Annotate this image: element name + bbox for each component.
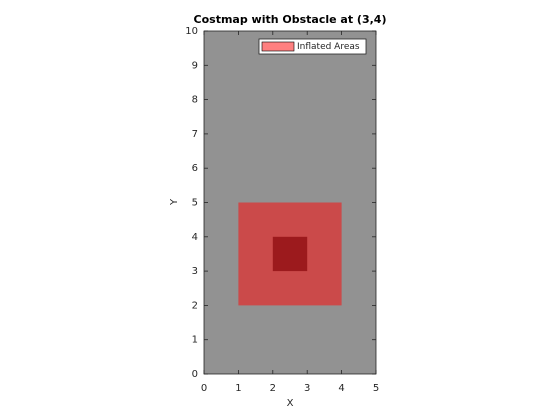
y-tick-label: 2 (192, 300, 198, 311)
y-tick-label: 10 (185, 26, 198, 37)
y-tick-label: 9 (192, 60, 198, 71)
cost-region (272, 236, 308, 272)
y-tick-label: 3 (192, 266, 198, 277)
chart-title: Costmap with Obstacle at (3,4) (194, 13, 387, 26)
legend-swatch (261, 41, 295, 52)
y-tick-label: 0 (192, 369, 198, 380)
x-tick-label: 2 (270, 383, 276, 394)
y-tick-label: 1 (192, 335, 198, 346)
y-tick-label: 5 (192, 198, 198, 209)
x-tick-label: 3 (304, 383, 310, 394)
x-axis-label: X (287, 398, 294, 409)
y-tick-label: 7 (192, 129, 198, 140)
x-tick-label: 4 (338, 383, 344, 394)
x-tick-label: 0 (201, 383, 207, 394)
x-tick-label: 5 (373, 383, 379, 394)
y-axis-label: Y (169, 198, 180, 206)
y-tick-label: 6 (192, 163, 198, 174)
y-tick-label: 8 (192, 95, 198, 106)
x-tick-label: 1 (235, 383, 241, 394)
legend-label: Inflated Areas (297, 42, 360, 52)
y-tick-label: 4 (192, 232, 198, 243)
